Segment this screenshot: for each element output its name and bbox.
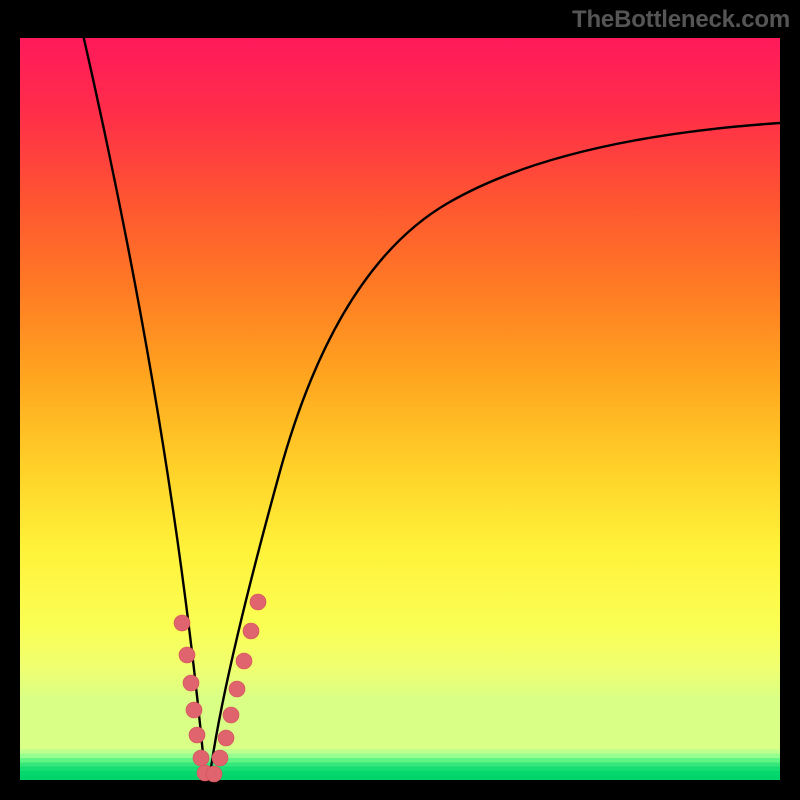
data-marker xyxy=(212,750,228,766)
data-marker xyxy=(193,750,209,766)
data-marker xyxy=(236,653,252,669)
chart-overlay xyxy=(0,0,800,800)
data-marker xyxy=(206,766,222,782)
data-marker xyxy=(250,594,266,610)
data-marker xyxy=(223,707,239,723)
data-marker xyxy=(174,615,190,631)
curve-right xyxy=(210,123,780,775)
data-marker xyxy=(183,675,199,691)
data-marker xyxy=(243,623,259,639)
plot-group xyxy=(82,30,780,782)
data-marker xyxy=(218,730,234,746)
data-marker xyxy=(189,727,205,743)
data-marker xyxy=(179,647,195,663)
data-marker xyxy=(229,681,245,697)
markers-group xyxy=(174,594,266,782)
data-marker xyxy=(186,702,202,718)
watermark-text: TheBottleneck.com xyxy=(572,6,790,34)
chart-stage: TheBottleneck.com xyxy=(0,0,800,800)
